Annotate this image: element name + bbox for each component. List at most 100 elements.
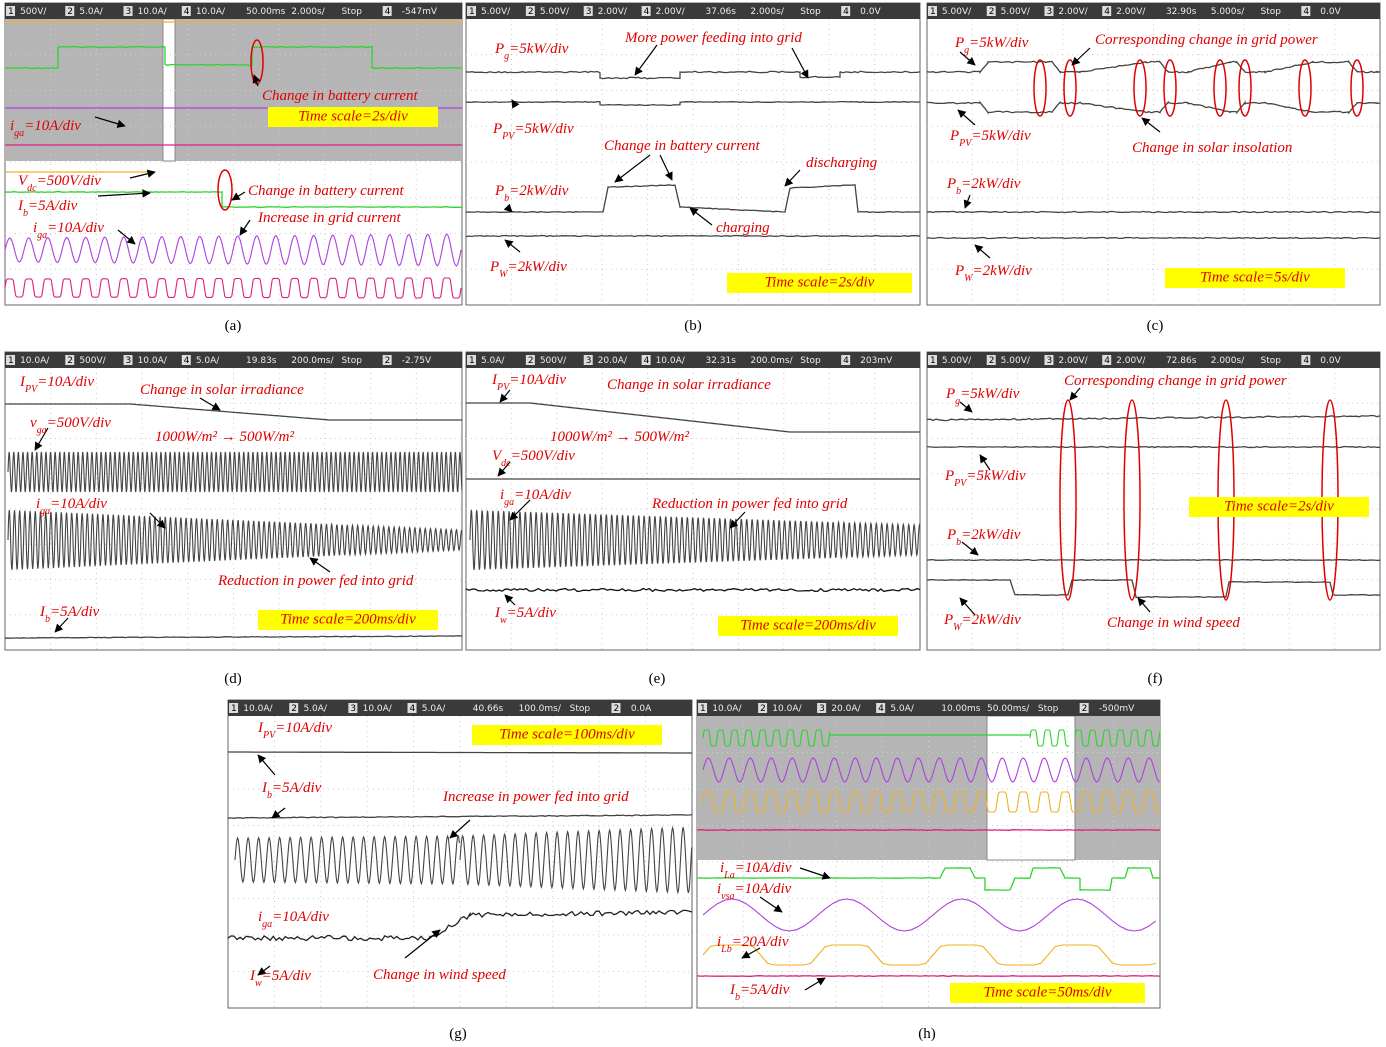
- status-text: 4: [1303, 356, 1309, 366]
- status-text: 72.86s: [1166, 356, 1197, 366]
- annotation-text: P: [946, 527, 956, 543]
- annotation-text: Reduction in power fed into grid: [651, 496, 848, 512]
- annotation: Change in solar irradiance: [140, 382, 304, 398]
- timescale-label: Time scale=2s/div: [1224, 498, 1334, 514]
- status-text: 500V/: [79, 356, 106, 366]
- annotation-subscript: ga: [37, 230, 47, 241]
- annotation-text: =10A/div: [37, 374, 94, 390]
- status-text: Stop: [800, 356, 821, 366]
- caption: (c): [1147, 318, 1164, 334]
- annotation-subscript: Lb: [720, 944, 732, 955]
- status-text: 10.00ms: [941, 704, 981, 714]
- status-text: 5.0A/: [303, 704, 327, 714]
- status-text: 4: [1104, 7, 1110, 17]
- status-text: 3: [586, 356, 592, 366]
- status-text: 500V/: [540, 356, 567, 366]
- status-text: 5.0A/: [422, 704, 446, 714]
- status-text: -2.75V: [402, 356, 432, 366]
- annotation-text: =2kW/div: [508, 259, 568, 275]
- annotation-subscript: ga: [40, 506, 50, 517]
- status-text: 10.0A/: [138, 7, 168, 17]
- status-text: Stop: [570, 704, 591, 714]
- annotation: More power feeding into grid: [624, 30, 802, 46]
- status-text: 2.00V/: [1058, 356, 1088, 366]
- status-text: 2.00V/: [656, 7, 686, 17]
- status-text: 10.0A/: [772, 704, 802, 714]
- timescale-label: Time scale=5s/div: [1200, 269, 1310, 285]
- status-text: 2.00V/: [598, 7, 628, 17]
- annotation: discharging: [806, 155, 878, 171]
- status-text: 20.0A/: [831, 704, 861, 714]
- status-text: 5.00V/: [942, 7, 972, 17]
- annotation-text: P: [944, 468, 954, 484]
- status-text: -547mV: [402, 7, 438, 17]
- annotation-text: Change in battery current: [248, 183, 405, 199]
- status-text: 5.00V/: [1001, 7, 1031, 17]
- status-text: Stop: [800, 7, 821, 17]
- annotation-text: 1000W/m² → 500W/m²: [155, 429, 294, 445]
- annotation-text: =2kW/div: [961, 527, 1021, 543]
- caption: (a): [225, 318, 242, 334]
- timescale-label: Time scale=50ms/div: [983, 984, 1111, 1000]
- status-text: 3: [586, 7, 592, 17]
- status-text: 4: [878, 704, 884, 714]
- status-text: 2: [291, 704, 297, 714]
- annotation: 1000W/m² → 500W/m²: [550, 429, 689, 445]
- annotation-text: Increase in grid current: [257, 210, 401, 226]
- status-text: 3: [350, 704, 356, 714]
- caption: (h): [918, 1026, 936, 1042]
- annotation-text: =5kW/div: [960, 386, 1020, 402]
- annotation-text: =5kW/div: [971, 128, 1031, 144]
- status-text: Stop: [341, 7, 362, 17]
- annotation-text: =5A/div: [50, 604, 100, 620]
- annotation-text: =5A/div: [272, 780, 322, 796]
- status-text: 203mV: [860, 356, 893, 366]
- status-text: 10.0A/: [20, 356, 50, 366]
- annotation: Change in solar irradiance: [607, 377, 771, 393]
- zoom-window: [163, 19, 175, 161]
- annotation: Increase in grid current: [257, 210, 401, 226]
- annotation-text: Corresponding change in grid power: [1064, 373, 1287, 389]
- annotation: Change in wind speed: [1107, 615, 1240, 631]
- status-text: 5.00V/: [1001, 356, 1031, 366]
- status-text: 4: [385, 7, 391, 17]
- status-text: 0.0V: [1320, 356, 1341, 366]
- status-text: 32.31s: [705, 356, 736, 366]
- trace: [927, 447, 1380, 448]
- annotation-text: P: [945, 386, 955, 402]
- annotation-subscript: La: [723, 870, 735, 881]
- status-text: 0.0V: [860, 7, 881, 17]
- annotation: Corresponding change in grid power: [1064, 373, 1287, 389]
- status-text: 1: [469, 7, 475, 17]
- annotation-text: More power feeding into grid: [624, 30, 802, 46]
- annotation-text: P: [943, 612, 953, 628]
- annotation-text: =2kW/div: [961, 176, 1021, 192]
- annotation-text: =5kW/div: [509, 41, 569, 57]
- status-text: 500V/: [20, 7, 47, 17]
- caption: (f): [1148, 671, 1163, 687]
- status-text: 10.0A/: [243, 704, 273, 714]
- status-text: 1: [8, 356, 14, 366]
- annotation: 1000W/m² → 500W/m²: [155, 429, 294, 445]
- annotation-text: =10A/div: [24, 118, 81, 134]
- status-text: 5.0A/: [79, 7, 103, 17]
- annotation-text: Change in solar irradiance: [140, 382, 304, 398]
- status-text: 10.0A/: [196, 7, 226, 17]
- status-text: 100.0ms/: [519, 704, 562, 714]
- annotation: Change in wind speed: [373, 967, 506, 983]
- annotation-text: P: [946, 176, 956, 192]
- trace: [927, 560, 1380, 561]
- annotation-text: =2kW/div: [509, 183, 569, 199]
- timescale-label: Time scale=200ms/div: [740, 617, 876, 633]
- status-text: 2: [989, 7, 995, 17]
- status-text: 2: [989, 356, 995, 366]
- status-text: 5.00V/: [942, 356, 972, 366]
- status-text: -500mV: [1099, 704, 1135, 714]
- status-text: 0.0V: [1320, 7, 1341, 17]
- annotation: Change in battery current: [262, 88, 419, 104]
- status-text: 20.0A/: [598, 356, 628, 366]
- status-text: 2: [385, 356, 391, 366]
- timescale-label: Time scale=200ms/div: [280, 611, 416, 627]
- annotation-text: =500V/div: [37, 173, 102, 189]
- status-text: 2.00V/: [1058, 7, 1088, 17]
